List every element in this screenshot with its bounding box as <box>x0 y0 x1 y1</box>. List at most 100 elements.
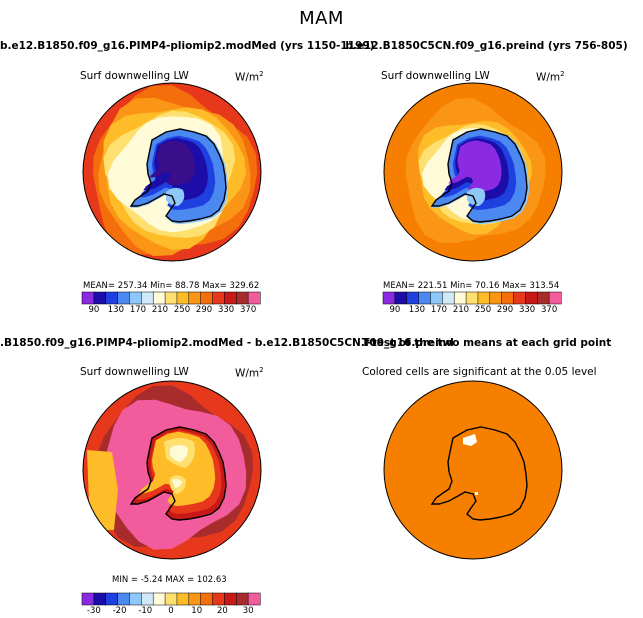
colorbar-tick-label: 290 <box>195 305 213 315</box>
colorbar-tick-label: 20 <box>217 606 228 616</box>
colorbar-swatch <box>224 592 237 606</box>
map-top-right <box>383 82 563 262</box>
colorbar-swatch <box>548 291 562 305</box>
colorbar-swatch <box>129 291 142 305</box>
units-text: W/m <box>235 71 260 84</box>
colorbar-tick-label: 210 <box>151 305 169 315</box>
plateau-core <box>170 445 188 462</box>
plateau-minimum <box>448 140 502 193</box>
colorbar-swatch <box>212 291 225 305</box>
colorbar-swatch <box>176 291 190 305</box>
colorbar-swatch <box>224 291 237 305</box>
colorbar-tick-label: 250 <box>173 305 191 315</box>
units-exponent: 2 <box>259 70 264 78</box>
contour-band <box>87 450 118 530</box>
coastline <box>430 426 528 521</box>
colorbar-ticks-top-left: 90 130 170 210 250 290 330 370 <box>82 305 260 317</box>
colorbar-bottom-left <box>81 592 261 606</box>
non-significant-cells <box>475 492 478 495</box>
season-title: MAM <box>299 8 344 29</box>
colorbar-swatch <box>141 291 154 305</box>
units-exponent: 2 <box>259 366 264 374</box>
colorbar-swatch <box>525 291 538 305</box>
colorbar-swatch <box>200 291 214 305</box>
colorbar-tick-label: -30 <box>86 606 101 616</box>
colorbar-swatch <box>418 291 432 305</box>
colorbar-swatch <box>164 592 178 606</box>
units-label-bottom-left: W/m2 <box>235 366 264 380</box>
colorbar-tick-label: 210 <box>452 305 470 315</box>
units-text: W/m <box>235 367 260 380</box>
colorbar-swatch <box>465 291 479 305</box>
colorbar-tick-label: 330 <box>217 305 235 315</box>
units-label-top-right: W/m2 <box>536 70 565 84</box>
colorbar-tick-label: 90 <box>88 305 100 315</box>
colorbar-swatch <box>188 291 202 305</box>
colorbar-swatch <box>129 592 142 606</box>
colorbar-tick-label: 0 <box>168 606 174 616</box>
colorbar-tick-label: 370 <box>541 305 558 315</box>
map-top-left <box>82 82 262 262</box>
colorbar-swatch <box>93 291 107 305</box>
colorbar-swatch <box>188 592 202 606</box>
units-label-top-left: W/m2 <box>235 70 264 84</box>
significance-note: Colored cells are significant at the 0.0… <box>362 366 597 378</box>
significant-cells <box>384 381 562 559</box>
colorbar-tick-label: 10 <box>191 606 203 616</box>
colorbar-swatch <box>212 592 225 606</box>
continent-band <box>139 431 216 506</box>
colorbar-tick-label: 30 <box>242 606 254 616</box>
panel-title-top-left: b.e12.B1850.f09_g16.PIMP4-pliomip2.modMe… <box>0 40 375 52</box>
colorbar-tick-label: 170 <box>430 305 448 315</box>
west-antarctic-core <box>172 478 182 488</box>
map-border <box>82 82 262 262</box>
colorbar-tick-label: 130 <box>107 305 124 315</box>
colorbar-ticks-top-right: 90 130 170 210 250 290 330 370 <box>383 305 561 317</box>
colorbar-swatch <box>105 291 119 305</box>
colorbar-swatch <box>152 291 166 305</box>
colorbar-ticks-bottom-left: -30 -20 -10 0 10 20 30 <box>82 606 260 618</box>
colorbar-swatch <box>200 592 214 606</box>
west-antarctic-band <box>467 187 486 206</box>
colorbar-swatch <box>501 291 515 305</box>
colorbar-swatch <box>430 291 443 305</box>
colorbar-tick-label: -10 <box>138 606 153 616</box>
colorbar-swatch <box>152 592 166 606</box>
colorbar-tick-label: 290 <box>496 305 514 315</box>
colorbar-top-left <box>81 291 261 305</box>
colorbar-swatch <box>477 291 491 305</box>
colorbar-swatch <box>394 291 408 305</box>
panel-title-bottom-left: .B1850.f09_g16.PIMP4-pliomip2.modMed - b… <box>0 337 454 349</box>
map-border <box>82 380 262 560</box>
colorbar-swatch <box>247 592 261 606</box>
colorbar-swatch <box>105 592 119 606</box>
coastline <box>129 128 227 223</box>
colorbar-swatch <box>176 592 190 606</box>
colorbar-swatch <box>81 592 95 606</box>
plateau-minimum <box>149 140 196 186</box>
colorbar-swatch <box>141 592 154 606</box>
colorbar-tick-label: -20 <box>112 606 127 616</box>
panel-title-top-right: b.e12.B1850C5CN.f09_g16.preind (yrs 756-… <box>345 40 628 52</box>
colorbar-tick-label: 170 <box>129 305 147 315</box>
colorbar-swatch <box>236 291 249 305</box>
colorbar-tick-label: 370 <box>240 305 257 315</box>
colorbar-swatch <box>117 592 131 606</box>
map-border <box>383 380 563 560</box>
west-antarctic-band <box>166 187 185 206</box>
variable-label-top-left: Surf downwelling LW <box>80 70 189 82</box>
variable-label-bottom-left: Surf downwelling LW <box>80 366 189 378</box>
colorbar-swatch <box>247 291 261 305</box>
colorbar-swatch <box>164 291 178 305</box>
units-exponent: 2 <box>560 70 565 78</box>
map-bottom-left <box>82 380 262 560</box>
colorbar-tick-label: 330 <box>518 305 536 315</box>
colorbar-swatch <box>453 291 467 305</box>
colorbar-tick-label: 130 <box>408 305 425 315</box>
panel-title-bottom-right: T-test of the two means at each grid poi… <box>361 337 612 349</box>
colorbar-swatch <box>81 291 95 305</box>
colorbar-swatch <box>489 291 503 305</box>
colorbar-tick-label: 90 <box>389 305 401 315</box>
colorbar-swatch <box>513 291 526 305</box>
colorbar-swatch <box>442 291 455 305</box>
